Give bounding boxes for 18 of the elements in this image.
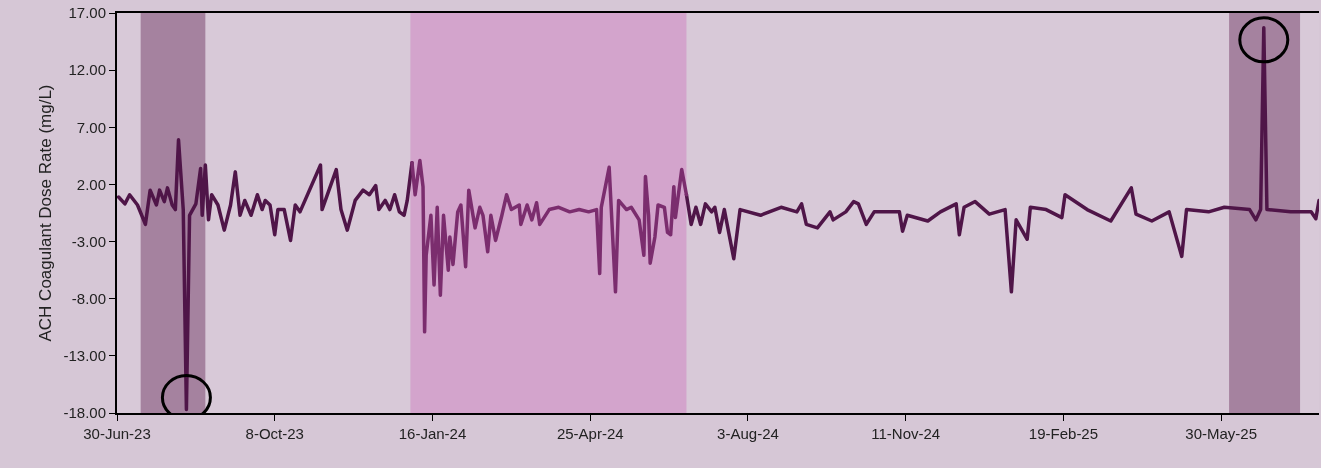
y-tick-label: 2.00 (76, 175, 106, 193)
x-tick-label: 3-Aug-24 (717, 425, 779, 442)
x-tick-label: 25-Apr-24 (556, 425, 624, 442)
line-series (410, 158, 689, 334)
y-tick-label: 7.00 (76, 118, 106, 136)
x-tick-label: 16-Jan-24 (398, 425, 467, 442)
y-tick-label: 17.00 (68, 4, 106, 22)
y-tick-label: -13.00 (63, 347, 106, 365)
y-tick-label: -8.00 (71, 289, 106, 307)
x-tick-label: 30-May-25 (1185, 425, 1258, 442)
x-tick-label: 30-Jun-23 (83, 425, 151, 442)
x-tick-label: 11-Nov-24 (871, 425, 941, 442)
y-tick-label: 12.00 (68, 61, 106, 79)
y-tick-label: -18.00 (63, 404, 106, 422)
x-tick-label: 19-Feb-25 (1028, 425, 1099, 442)
y-axis-title: ACH Coagulant Dose Rate (mg/L) (35, 84, 55, 342)
y-tick-label: -3.00 (71, 232, 106, 250)
x-tick-label: 8-Oct-23 (245, 425, 304, 442)
